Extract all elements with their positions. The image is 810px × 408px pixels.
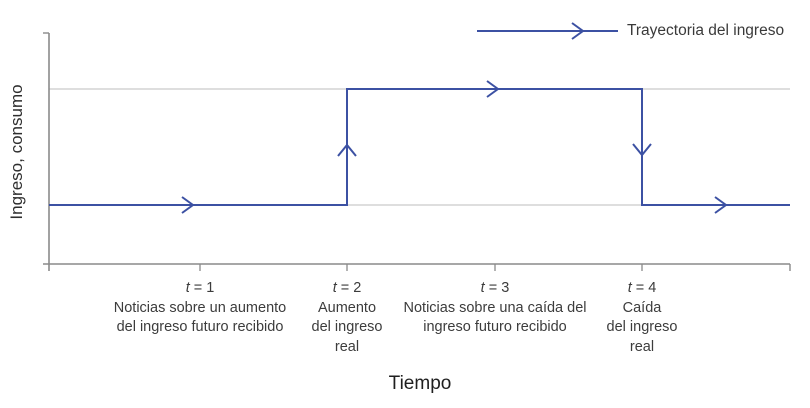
annotation-t2-line1: Aumento (317, 299, 377, 316)
arrow-right-high-segment-icon (486, 80, 500, 98)
tick-label-t1: t = 1 (185, 280, 215, 296)
arrow-up-step-t2-icon (337, 143, 357, 157)
annotation-t2-line3: real (334, 338, 360, 355)
annotation-t4-line3: real (629, 338, 655, 355)
tick-label-t2: t = 2 (332, 280, 362, 296)
arrow-down-step-t4-icon (632, 143, 652, 157)
annotation-t2: t = 2 Aumento del ingreso real (312, 279, 383, 357)
annotation-t1-line2: del ingreso futuro recibido (116, 319, 284, 335)
income-trajectory-path (49, 88, 790, 206)
legend-arrow-icon (571, 22, 585, 40)
annotation-t4-line1: Caída (622, 299, 662, 316)
annotation-t1: t = 1 Noticias sobre un aumento del ingr… (114, 279, 287, 338)
x-axis-title: Tiempo (388, 373, 452, 394)
tick-label-t4: t = 4 (627, 280, 657, 296)
annotation-t4-line2: del ingreso (606, 319, 678, 335)
tick-label-t3: t = 3 (480, 280, 510, 296)
annotation-t3-line1: Noticias sobre una caída del (403, 299, 587, 316)
y-axis-title: Ingreso, consumo (7, 84, 26, 220)
arrow-right-final-segment-icon (714, 196, 728, 214)
arrow-right-initial-segment-icon (181, 196, 195, 214)
annotation-t4: t = 4 Caída del ingreso real (607, 279, 678, 357)
annotation-t1-line1: Noticias sobre un aumento (113, 299, 287, 316)
legend-label: Trayectoria del ingreso (627, 22, 785, 39)
annotation-t3-line2: ingreso futuro recibido (423, 319, 567, 335)
annotation-t3: t = 3 Noticias sobre una caída del ingre… (404, 279, 587, 338)
annotation-t2-line2: del ingreso (311, 319, 383, 335)
